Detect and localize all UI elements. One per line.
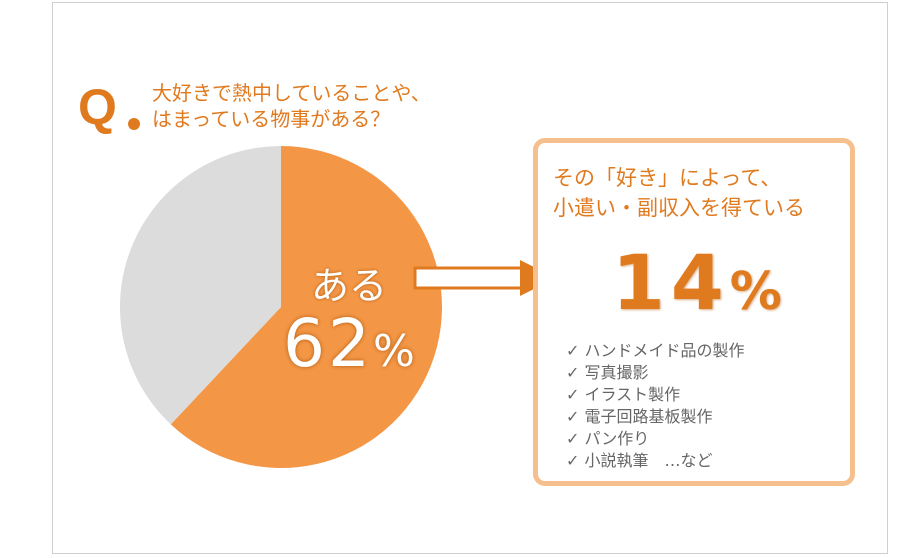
unit: % xyxy=(729,262,788,322)
question-mark: Q xyxy=(78,79,117,135)
pie-slice-value: 62% xyxy=(283,305,418,382)
question-line: はまっている物事がある？ xyxy=(152,107,391,131)
box-title-line: 小遣い・副収入を得ている xyxy=(553,196,805,220)
question-dot xyxy=(128,118,140,130)
list-item: ✓ 電子回路基板製作 xyxy=(566,407,713,426)
box-title-line: その「好き」によって、 xyxy=(553,166,782,190)
box-title: その「好き」によって、 小遣い・副収入を得ている xyxy=(553,163,805,223)
frame xyxy=(52,2,888,554)
value: 62 xyxy=(283,305,373,382)
list-item: ✓ イラスト製作 xyxy=(566,385,681,404)
list-item: ✓ ハンドメイド品の製作 xyxy=(566,341,745,360)
pie-slice-label: ある xyxy=(311,264,388,308)
value: 14 xyxy=(612,238,730,327)
list-item: ✓ 写真撮影 xyxy=(566,363,649,382)
unit: % xyxy=(372,326,418,377)
question-line: 大好きで熱中していることや、 xyxy=(152,81,431,105)
box-value: 14% xyxy=(612,238,788,327)
list-item: ✓ パン作り xyxy=(566,429,650,448)
pie-slice-1 xyxy=(119,146,282,425)
result-box xyxy=(533,138,855,486)
list-item: ✓ 小説執筆 …など xyxy=(566,451,713,470)
question-text: 大好きで熱中していることや、 はまっている物事がある？ xyxy=(152,80,431,132)
example-list: ✓ ハンドメイド品の製作 ✓ 写真撮影 ✓ イラスト製作 ✓ 電子回路基板製作 … xyxy=(566,340,745,472)
pie-slice-0 xyxy=(170,146,443,468)
